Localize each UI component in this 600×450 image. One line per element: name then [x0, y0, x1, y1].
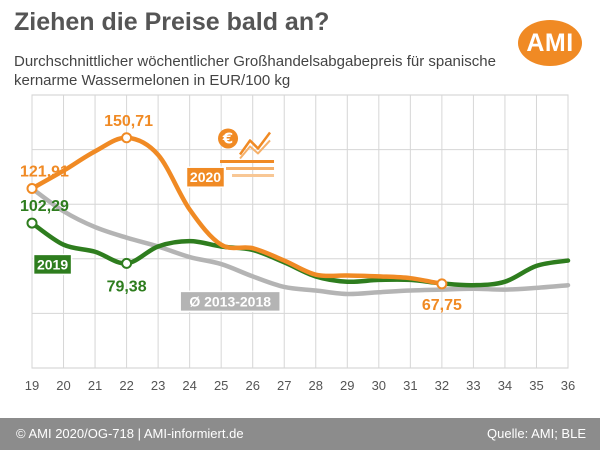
x-tick-label: 23 — [151, 378, 165, 393]
chart-area: 19 20 21 22 23 24 25 26 27 28 29 30 31 32 33 34 35 36 121,… — [20, 94, 575, 393]
x-tick-label: 25 — [214, 378, 228, 393]
x-tick-label: 26 — [245, 378, 259, 393]
x-tick-label: 29 — [340, 378, 354, 393]
data-point-marker — [436, 278, 448, 290]
footer-bar: © AMI 2020/OG-718 | AMI-informiert.de Qu… — [0, 418, 600, 450]
x-tick-label: 34 — [498, 378, 512, 393]
x-tick-label: 27 — [277, 378, 291, 393]
x-tick-label: 24 — [182, 378, 196, 393]
data-label: 150,71 — [104, 113, 153, 130]
x-tick-label: 35 — [529, 378, 543, 393]
series-line--2013-2018 — [29, 186, 571, 297]
legend-tag-label: Ø 2013-2018 — [189, 293, 271, 309]
x-tick-label: 36 — [561, 378, 575, 393]
x-tick-label: 31 — [403, 378, 417, 393]
data-label: 67,75 — [422, 297, 462, 314]
series-line-2020 — [29, 135, 445, 287]
trend-line-icon — [239, 139, 271, 160]
legend-tag — [32, 253, 73, 276]
x-tick-label: 20 — [56, 378, 70, 393]
x-tick-label: 19 — [25, 378, 39, 393]
trend-line-icon — [239, 131, 272, 156]
data-label: 79,38 — [107, 278, 147, 295]
x-tick-label: 22 — [119, 378, 133, 393]
data-point-marker — [121, 257, 133, 269]
legend-tag-label: 2020 — [190, 169, 221, 185]
data-point-marker — [26, 183, 38, 195]
euro-coin-icon — [218, 128, 239, 149]
data-label: 102,29 — [20, 198, 69, 215]
x-tick-label: 33 — [466, 378, 480, 393]
x-tick-label: 32 — [435, 378, 449, 393]
footer-source: Quelle: AMI; BLE — [487, 426, 586, 441]
legend-tag — [179, 290, 281, 313]
chart-subtitle: Durchschnittlicher wöchentlicher Großhan… — [14, 53, 496, 89]
legend-tag — [185, 166, 226, 188]
euro-symbol-icon: € — [222, 129, 233, 147]
data-label: 121,91 — [20, 164, 69, 181]
x-tick-label: 30 — [372, 378, 386, 393]
chart-title: Ziehen die Preise bald an? — [14, 8, 330, 36]
footer-copyright: © AMI 2020/OG-718 | AMI-informiert.de — [16, 426, 244, 441]
data-point-marker — [121, 132, 133, 144]
x-tick-label: 28 — [309, 378, 323, 393]
x-tick-label: 21 — [88, 378, 102, 393]
legend-tag-label: 2019 — [37, 256, 68, 272]
ami-logo: AMI — [518, 20, 582, 66]
data-point-marker — [26, 217, 38, 229]
euro-rising-chart-icon: € — [218, 128, 275, 177]
